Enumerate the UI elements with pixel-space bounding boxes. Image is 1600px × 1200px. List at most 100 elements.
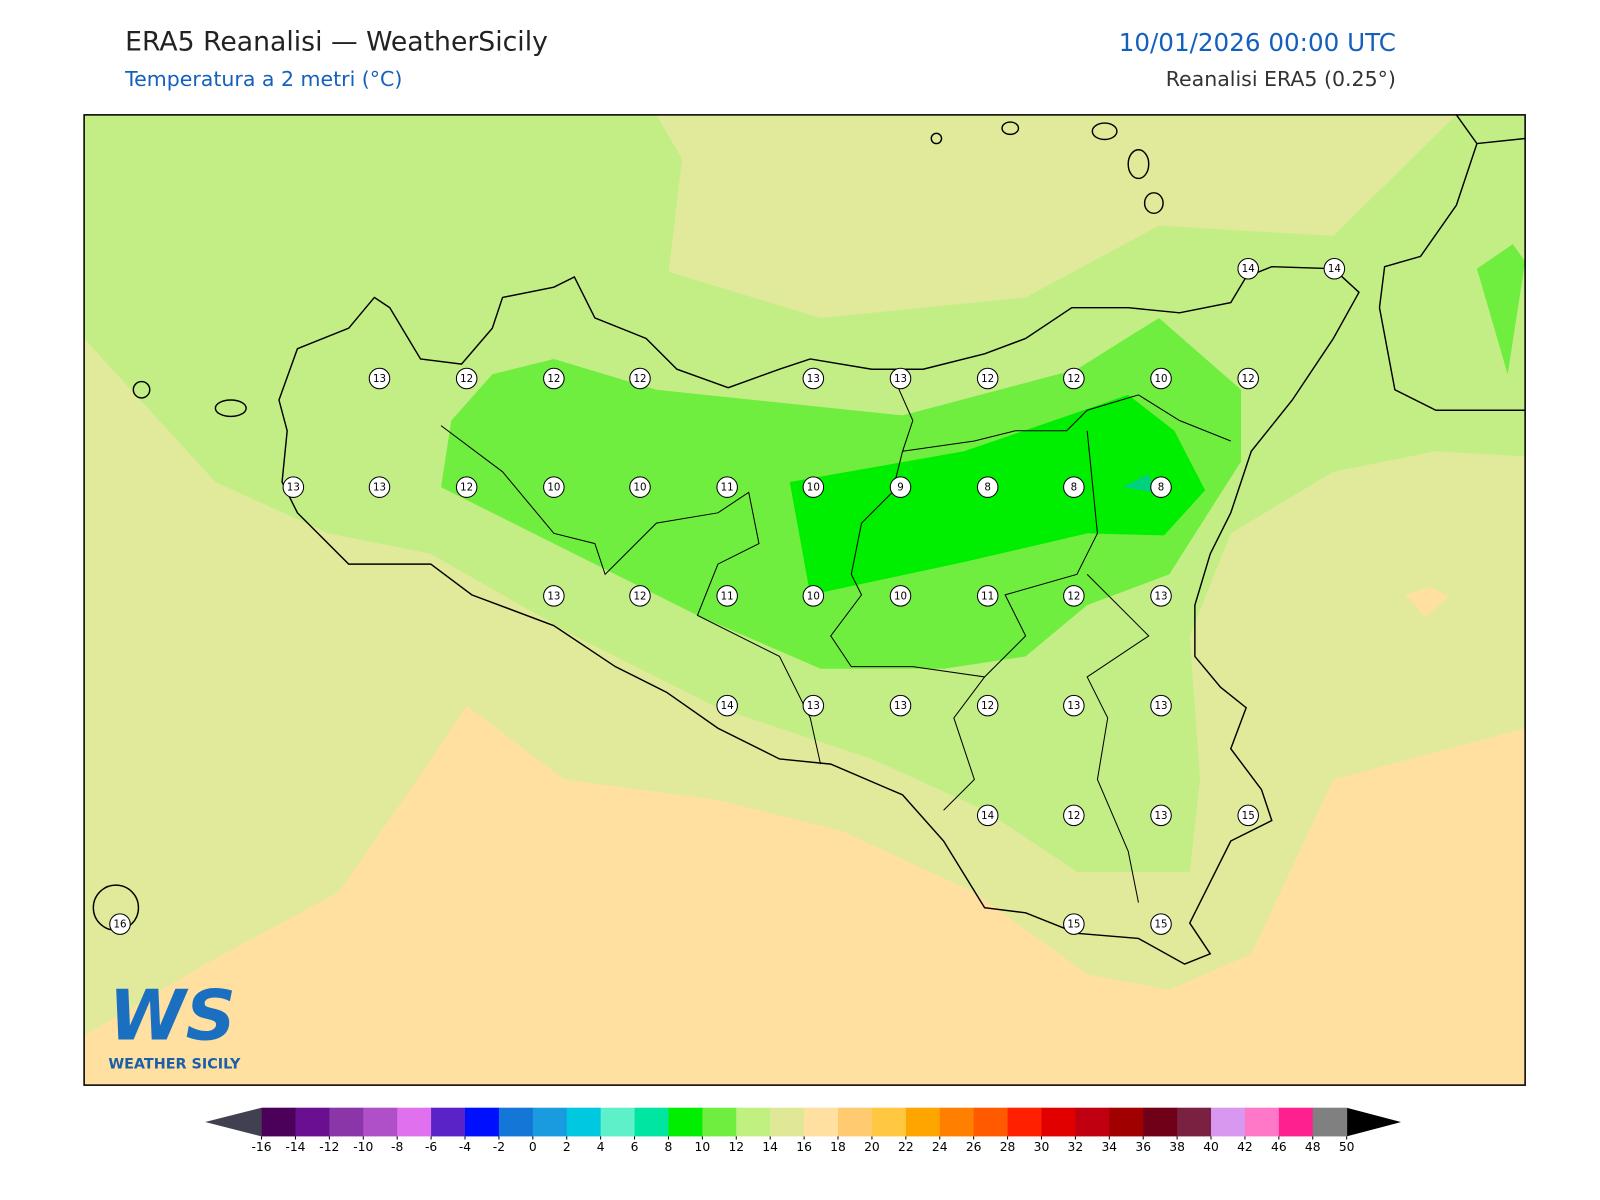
colorbar-box [770,1107,805,1137]
station-value: 12 [981,700,994,712]
station-value: 13 [894,700,907,712]
station-value: 15 [1067,919,1080,931]
colorbar-label: 18 [830,1140,846,1154]
colorbar-box [566,1107,602,1137]
colorbar-box [804,1107,839,1137]
station-marker [1063,476,1085,498]
station-marker [455,476,478,498]
colorbar-box [1211,1107,1246,1137]
station-marker [1237,367,1259,390]
colorbar-box [905,1107,941,1137]
station-marker [1323,257,1346,280]
colorbar-box [532,1107,568,1137]
station-value: 11 [721,482,734,494]
station-marker [282,476,305,498]
colorbar-label: 40 [1203,1140,1219,1154]
field [1123,473,1154,493]
title: ERA5 Reanalisi — WeatherSicily [125,27,548,58]
station-value: 15 [1242,810,1255,822]
colorbar-label: 38 [1169,1140,1185,1154]
map-frame [83,114,1526,1086]
colorbar-label: 4 [597,1140,605,1154]
station-marker [1150,585,1172,607]
station-marker [802,367,825,390]
colorbar-label: -14 [285,1140,305,1154]
province-borders [440,374,1231,903]
station-marker [1063,585,1085,607]
colorbar-box [668,1107,703,1137]
datetime: 10/01/2026 00:00 UTC [1119,28,1396,57]
colorbar-box [1244,1107,1280,1137]
station-value: 12 [460,482,473,494]
colorbar-box [1109,1107,1144,1137]
colorbar-box [397,1107,432,1137]
colorbar-box [702,1107,737,1137]
colorbar-box [498,1107,534,1137]
station-marker [543,367,565,390]
field [1405,586,1449,618]
colorbar-label: 24 [932,1140,948,1154]
station-marker [1063,804,1085,827]
station-value: 10 [633,482,646,494]
colorbar-box [1312,1107,1348,1137]
station-marker [1063,913,1085,935]
station-value: 8 [1158,482,1165,494]
logo-mark: WS [109,976,236,1057]
station-marker [1237,804,1259,827]
station-marker [716,585,738,607]
colorbar-over [1346,1107,1402,1137]
station-value: 13 [1155,810,1168,822]
station-value: 10 [807,590,820,602]
colorbar-label: 14 [762,1140,778,1154]
colorbar-box [1041,1107,1076,1137]
colorbar-label: 32 [1068,1140,1084,1154]
station-value: 11 [721,590,734,602]
station-value: 12 [547,373,560,385]
station-value: 10 [894,590,907,602]
colorbar-label: 30 [1034,1140,1050,1154]
station-value: 13 [1155,590,1168,602]
station-value: 14 [1328,263,1341,275]
colorbar-box [431,1107,466,1137]
station-value: 13 [894,373,907,385]
colorbar-label: -10 [353,1140,373,1154]
station-marker [543,585,565,607]
colorbar-label: 16 [796,1140,812,1154]
colorbar-label: 28 [1000,1140,1016,1154]
station-marker [889,367,912,390]
colorbar-box [736,1107,771,1137]
colorbar-label: 22 [898,1140,914,1154]
subtitle: Temperatura a 2 metri (°C) [124,67,402,91]
station-marker [1150,476,1172,498]
station-marker [802,476,825,498]
colorbar-label: -6 [425,1140,437,1154]
colorbar-label: 0 [529,1140,537,1154]
station-marker [976,476,999,498]
colorbar-label: 34 [1101,1140,1117,1154]
station-value: 13 [1155,700,1168,712]
station-value: 13 [287,482,300,494]
source: Reanalisi ERA5 (0.25°) [1166,67,1396,91]
station-value: 9 [897,482,904,494]
colorbar-label: 42 [1237,1140,1253,1154]
station-value: 16 [113,919,126,931]
colorbar-label: 48 [1305,1140,1321,1154]
station-marker [889,585,912,607]
colorbar-box [939,1107,975,1137]
colorbar-box [465,1107,500,1137]
station-value: 14 [1242,263,1255,275]
station-marker [368,476,391,498]
station-marker [976,367,999,390]
colorbar-label: 2 [563,1140,571,1154]
station-value: 10 [807,482,820,494]
station-value: 13 [807,700,820,712]
station-value: 12 [1242,373,1255,385]
station-marker [629,367,651,390]
colorbar-box [1007,1107,1042,1137]
station-marker [1063,694,1085,717]
station-marker [716,476,738,498]
field [789,394,1206,595]
station-value: 13 [807,373,820,385]
station-marker [109,913,131,935]
